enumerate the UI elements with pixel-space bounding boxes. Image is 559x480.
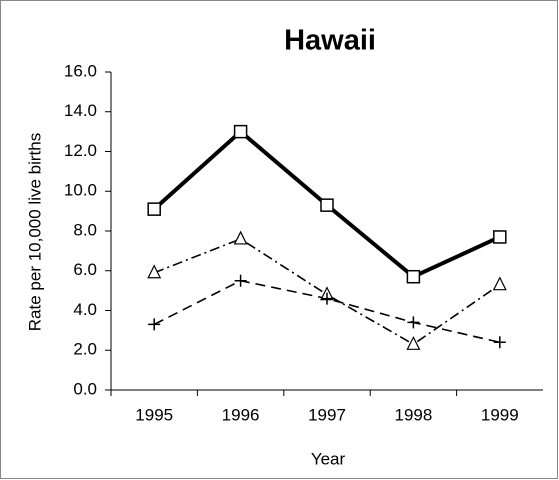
x-axis-label: Year — [311, 449, 346, 468]
chart-title: Hawaii — [284, 25, 376, 57]
point-marker — [406, 335, 421, 350]
point-marker — [147, 264, 162, 279]
x-tick-label: 1996 — [222, 405, 260, 424]
y-tick-label: 2.0 — [73, 340, 97, 359]
point-marker — [321, 292, 333, 305]
point-marker — [233, 230, 248, 245]
y-tick-label: 8.0 — [73, 220, 97, 239]
point-marker — [493, 336, 506, 349]
point-marker — [234, 274, 247, 287]
y-tick-label: 14.0 — [64, 101, 97, 120]
y-tick-label: 6.0 — [73, 260, 97, 279]
y-tick-label: 16.0 — [64, 61, 97, 80]
y-tick-label: 4.0 — [73, 300, 97, 319]
x-tick-label: 1998 — [394, 405, 432, 424]
x-tick-label: 1995 — [135, 405, 173, 424]
point-marker — [148, 318, 161, 331]
point-marker — [233, 124, 248, 139]
x-tick-label: 1997 — [308, 405, 346, 424]
point-marker — [493, 230, 507, 244]
point-marker — [492, 276, 507, 291]
y-tick-label: 0.0 — [73, 379, 97, 398]
y-tick-label: 12.0 — [64, 141, 97, 160]
y-tick-label: 10.0 — [64, 181, 97, 200]
point-marker — [407, 316, 420, 329]
x-tick-label: 1999 — [481, 405, 519, 424]
point-marker — [320, 198, 334, 212]
point-marker — [406, 269, 421, 284]
point-marker — [147, 202, 161, 216]
y-axis-label: Rate per 10,000 live births — [25, 133, 44, 331]
